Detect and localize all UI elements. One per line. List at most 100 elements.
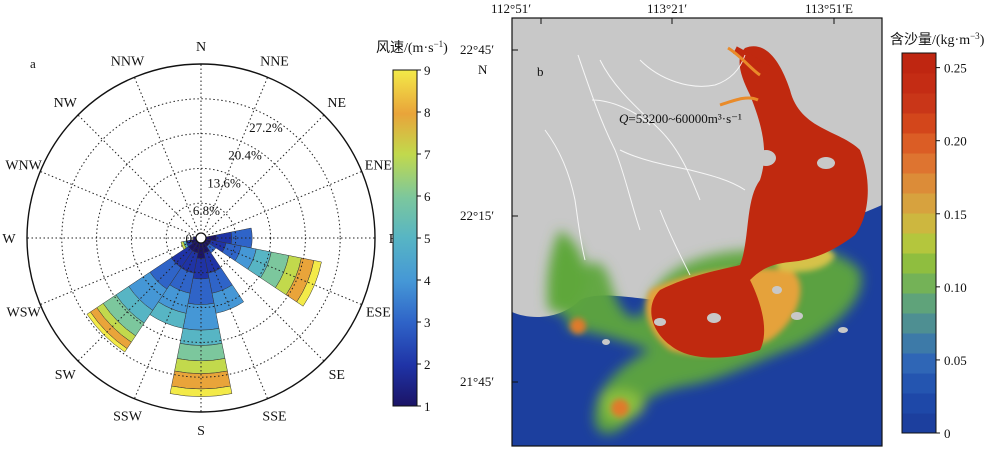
river-channels: [544, 54, 746, 276]
y-tick-3: 21°45′: [460, 374, 494, 389]
wind-speed-colorbar: 风速/(m·s−1) 1 2 3 4 5 6 7 8 9: [376, 39, 448, 414]
direction-label-wnw: WNW: [5, 159, 42, 174]
river-sediment-channels: [719, 46, 761, 107]
sediment-colorbar-ramp: [902, 53, 936, 434]
spoke-sse: [200, 237, 269, 399]
wind-rose-petals: [86, 227, 322, 397]
direction-label-nw: NW: [54, 96, 78, 111]
sediment-colorbar-step: [902, 373, 936, 394]
panel-b-label: b: [537, 64, 544, 79]
direction-label-ne: NE: [327, 96, 346, 111]
y-tick-2: 22°15′: [460, 208, 494, 223]
spoke-nw: [77, 114, 202, 239]
sediment-colorbar-step: [902, 73, 936, 94]
wind-colorbar-tick: 5: [424, 231, 431, 246]
sediment-colorbar-step: [902, 273, 936, 294]
radial-grid-circle: [61, 98, 341, 378]
direction-label-nne: NNE: [260, 55, 289, 70]
radial-grid-circle: [130, 167, 272, 309]
wind-colorbar-tick: 1: [424, 399, 431, 414]
sediment-colorbar-step: [902, 393, 936, 414]
radial-tick-label: 6.8%: [193, 203, 220, 218]
sediment-colorbar-tick: 0.15: [944, 207, 967, 222]
north-label: N: [478, 62, 488, 77]
spoke-ssw: [133, 237, 202, 399]
wind-rose-outer-circle: [26, 63, 376, 413]
direction-label-sw: SW: [55, 368, 77, 383]
sediment-colorbar-step: [902, 133, 936, 154]
spoke-wnw: [40, 170, 202, 239]
direction-label-n: N: [196, 40, 206, 55]
sediment-colorbar-step: [902, 333, 936, 354]
discharge-annotation: Q=53200~60000m³·s⁻¹: [619, 111, 742, 126]
sediment-colorbar-tick: 0.10: [944, 280, 967, 295]
high-sediment-area: [651, 46, 868, 358]
wind-rose-chart: NNNENEENEEESESESSESSSWSWWSWWWNWNWNNW 06.…: [2, 40, 397, 439]
islands: [602, 150, 848, 345]
x-tick-3: 113°51′E: [805, 1, 853, 16]
radial-grid-circle: [165, 202, 237, 274]
direction-label-w: W: [2, 232, 16, 247]
x-tick-2: 113°21′: [647, 1, 687, 16]
wind-colorbar-tick: 3: [424, 315, 431, 330]
wind-colorbar-title: 风速/(m·s−1): [376, 39, 448, 56]
wind-colorbar-ramp: [392, 69, 418, 407]
sediment-colorbar-step: [902, 213, 936, 234]
direction-label-s: S: [197, 424, 205, 439]
wind-colorbar-ticks: 1 2 3 4 5 6 7 8 9: [417, 63, 431, 414]
sediment-map: 112°51′ 113°21′ 113°51′E 22°45′ N 22°15′…: [460, 1, 883, 447]
sediment-colorbar-step: [902, 293, 936, 314]
sediment-colorbar-step: [902, 413, 936, 434]
sediment-colorbar-step: [902, 53, 936, 74]
wind-rose-grid: [27, 64, 375, 412]
wind-colorbar-tick: 2: [424, 357, 431, 372]
direction-label-sse: SSE: [262, 409, 286, 424]
spoke-ne: [200, 114, 325, 239]
direction-label-ese: ESE: [366, 305, 391, 320]
wind-rose-center: [195, 232, 207, 244]
direction-labels: NNNENEENEEESESESSESSSWSWWSWWWNWNWNNW: [2, 40, 397, 439]
spoke-ene: [200, 170, 362, 239]
sediment-colorbar-step: [902, 313, 936, 334]
direction-label-ene: ENE: [365, 159, 392, 174]
sediment-colorbar-step: [902, 253, 936, 274]
spoke-wsw: [40, 237, 202, 306]
sediment-colorbar-tick: 0.05: [944, 353, 967, 368]
radial-tick-labels: 06.8% 13.6% 20.4% 27.2%: [186, 120, 283, 246]
spoke-nne: [200, 77, 269, 239]
sediment-colorbar-title: 含沙量/(kg·m−3): [890, 31, 985, 48]
spoke-ese: [200, 237, 362, 306]
direction-label-wsw: WSW: [7, 305, 42, 320]
map-ticks: [512, 18, 835, 383]
y-tick-1: 22°45′: [460, 42, 494, 57]
sediment-colorbar-tick: 0.25: [944, 61, 967, 76]
spoke-nnw: [133, 77, 202, 239]
sediment-colorbar-step: [902, 353, 936, 374]
panel-a-label: a: [30, 56, 36, 71]
spoke-se: [200, 237, 325, 362]
sediment-colorbar: 含沙量/(kg·m−3) 0 0.05 0.10 0.15 0.20 0.25: [890, 31, 985, 441]
sediment-colorbar-step: [902, 113, 936, 134]
wind-colorbar-tick: 6: [424, 189, 431, 204]
direction-label-nnw: NNW: [111, 55, 145, 70]
petal-segment-wsw: [180, 241, 187, 250]
sediment-colorbar-tick: 0.20: [944, 134, 967, 149]
spoke-sw: [77, 237, 202, 362]
sediment-colorbar-step: [902, 233, 936, 254]
wind-colorbar-tick: 7: [424, 147, 431, 162]
direction-label-ssw: SSW: [113, 409, 143, 424]
sediment-colorbar-step: [902, 193, 936, 214]
sediment-colorbar-ticks: 0 0.05 0.10 0.15 0.20 0.25: [936, 61, 967, 441]
sediment-colorbar-step: [902, 173, 936, 194]
radial-tick-label: 13.6%: [207, 175, 241, 190]
direction-label-se: SE: [329, 368, 345, 383]
map-frame: [511, 17, 883, 447]
x-tick-1: 112°51′: [491, 1, 531, 16]
radial-tick-label: 27.2%: [249, 120, 283, 135]
wind-colorbar-tick: 4: [424, 273, 431, 288]
wind-colorbar-tick: 9: [424, 63, 431, 78]
sediment-colorbar-step: [902, 93, 936, 114]
radial-tick-label: 20.4%: [228, 148, 262, 163]
sediment-colorbar-step: [902, 153, 936, 174]
